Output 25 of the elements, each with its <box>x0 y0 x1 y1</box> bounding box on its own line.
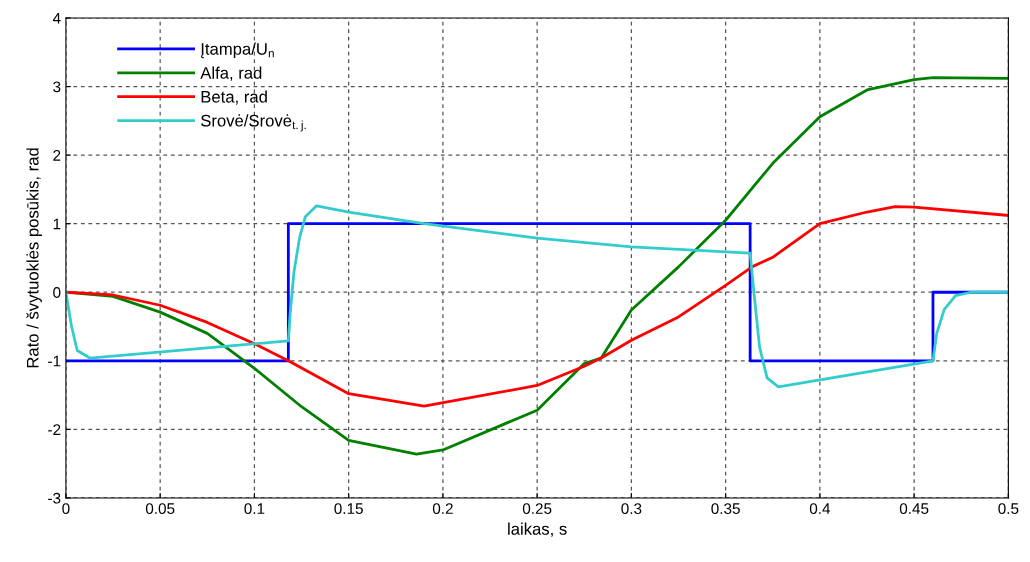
y-tick-label: 3 <box>53 81 61 93</box>
y-tick-label: 1 <box>53 218 61 230</box>
x-tick-label: 0.4 <box>809 503 831 515</box>
x-tick-label: 0.2 <box>432 503 453 515</box>
y-tick-label: -2 <box>48 424 61 435</box>
x-tick-label: 0.05 <box>145 503 175 515</box>
x-tick-label: 0.5 <box>998 503 1019 515</box>
y-tick-label: 0 <box>53 287 61 298</box>
x-tick-label: 0.15 <box>334 503 363 515</box>
x-tick-label: 0.1 <box>244 503 265 515</box>
x-axis-title: laikas, s <box>508 522 567 537</box>
legend-label: Įtampa/U$_{n}$ <box>201 42 274 59</box>
x-tick-label: 0.25 <box>522 503 552 515</box>
legend-label: Alfa, rad <box>200 66 262 81</box>
y-tick-label: -1 <box>48 355 61 367</box>
x-tick-label: 0.35 <box>711 503 740 515</box>
x-tick-label: 0 <box>62 503 70 515</box>
legend-label: Srovė/Srovė$_{t.j.}$ <box>201 114 306 132</box>
x-tick-label: 0.3 <box>621 503 642 515</box>
y-tick-label: -3 <box>48 492 61 504</box>
legend-label: Beta, rad <box>201 90 267 105</box>
y-tick-label: 4 <box>52 13 61 24</box>
x-tick-label: 0.45 <box>899 503 929 515</box>
y-axis-title: Rato / švytuoklės posūkis, rad <box>26 148 42 368</box>
y-tick-label: 2 <box>53 149 61 161</box>
